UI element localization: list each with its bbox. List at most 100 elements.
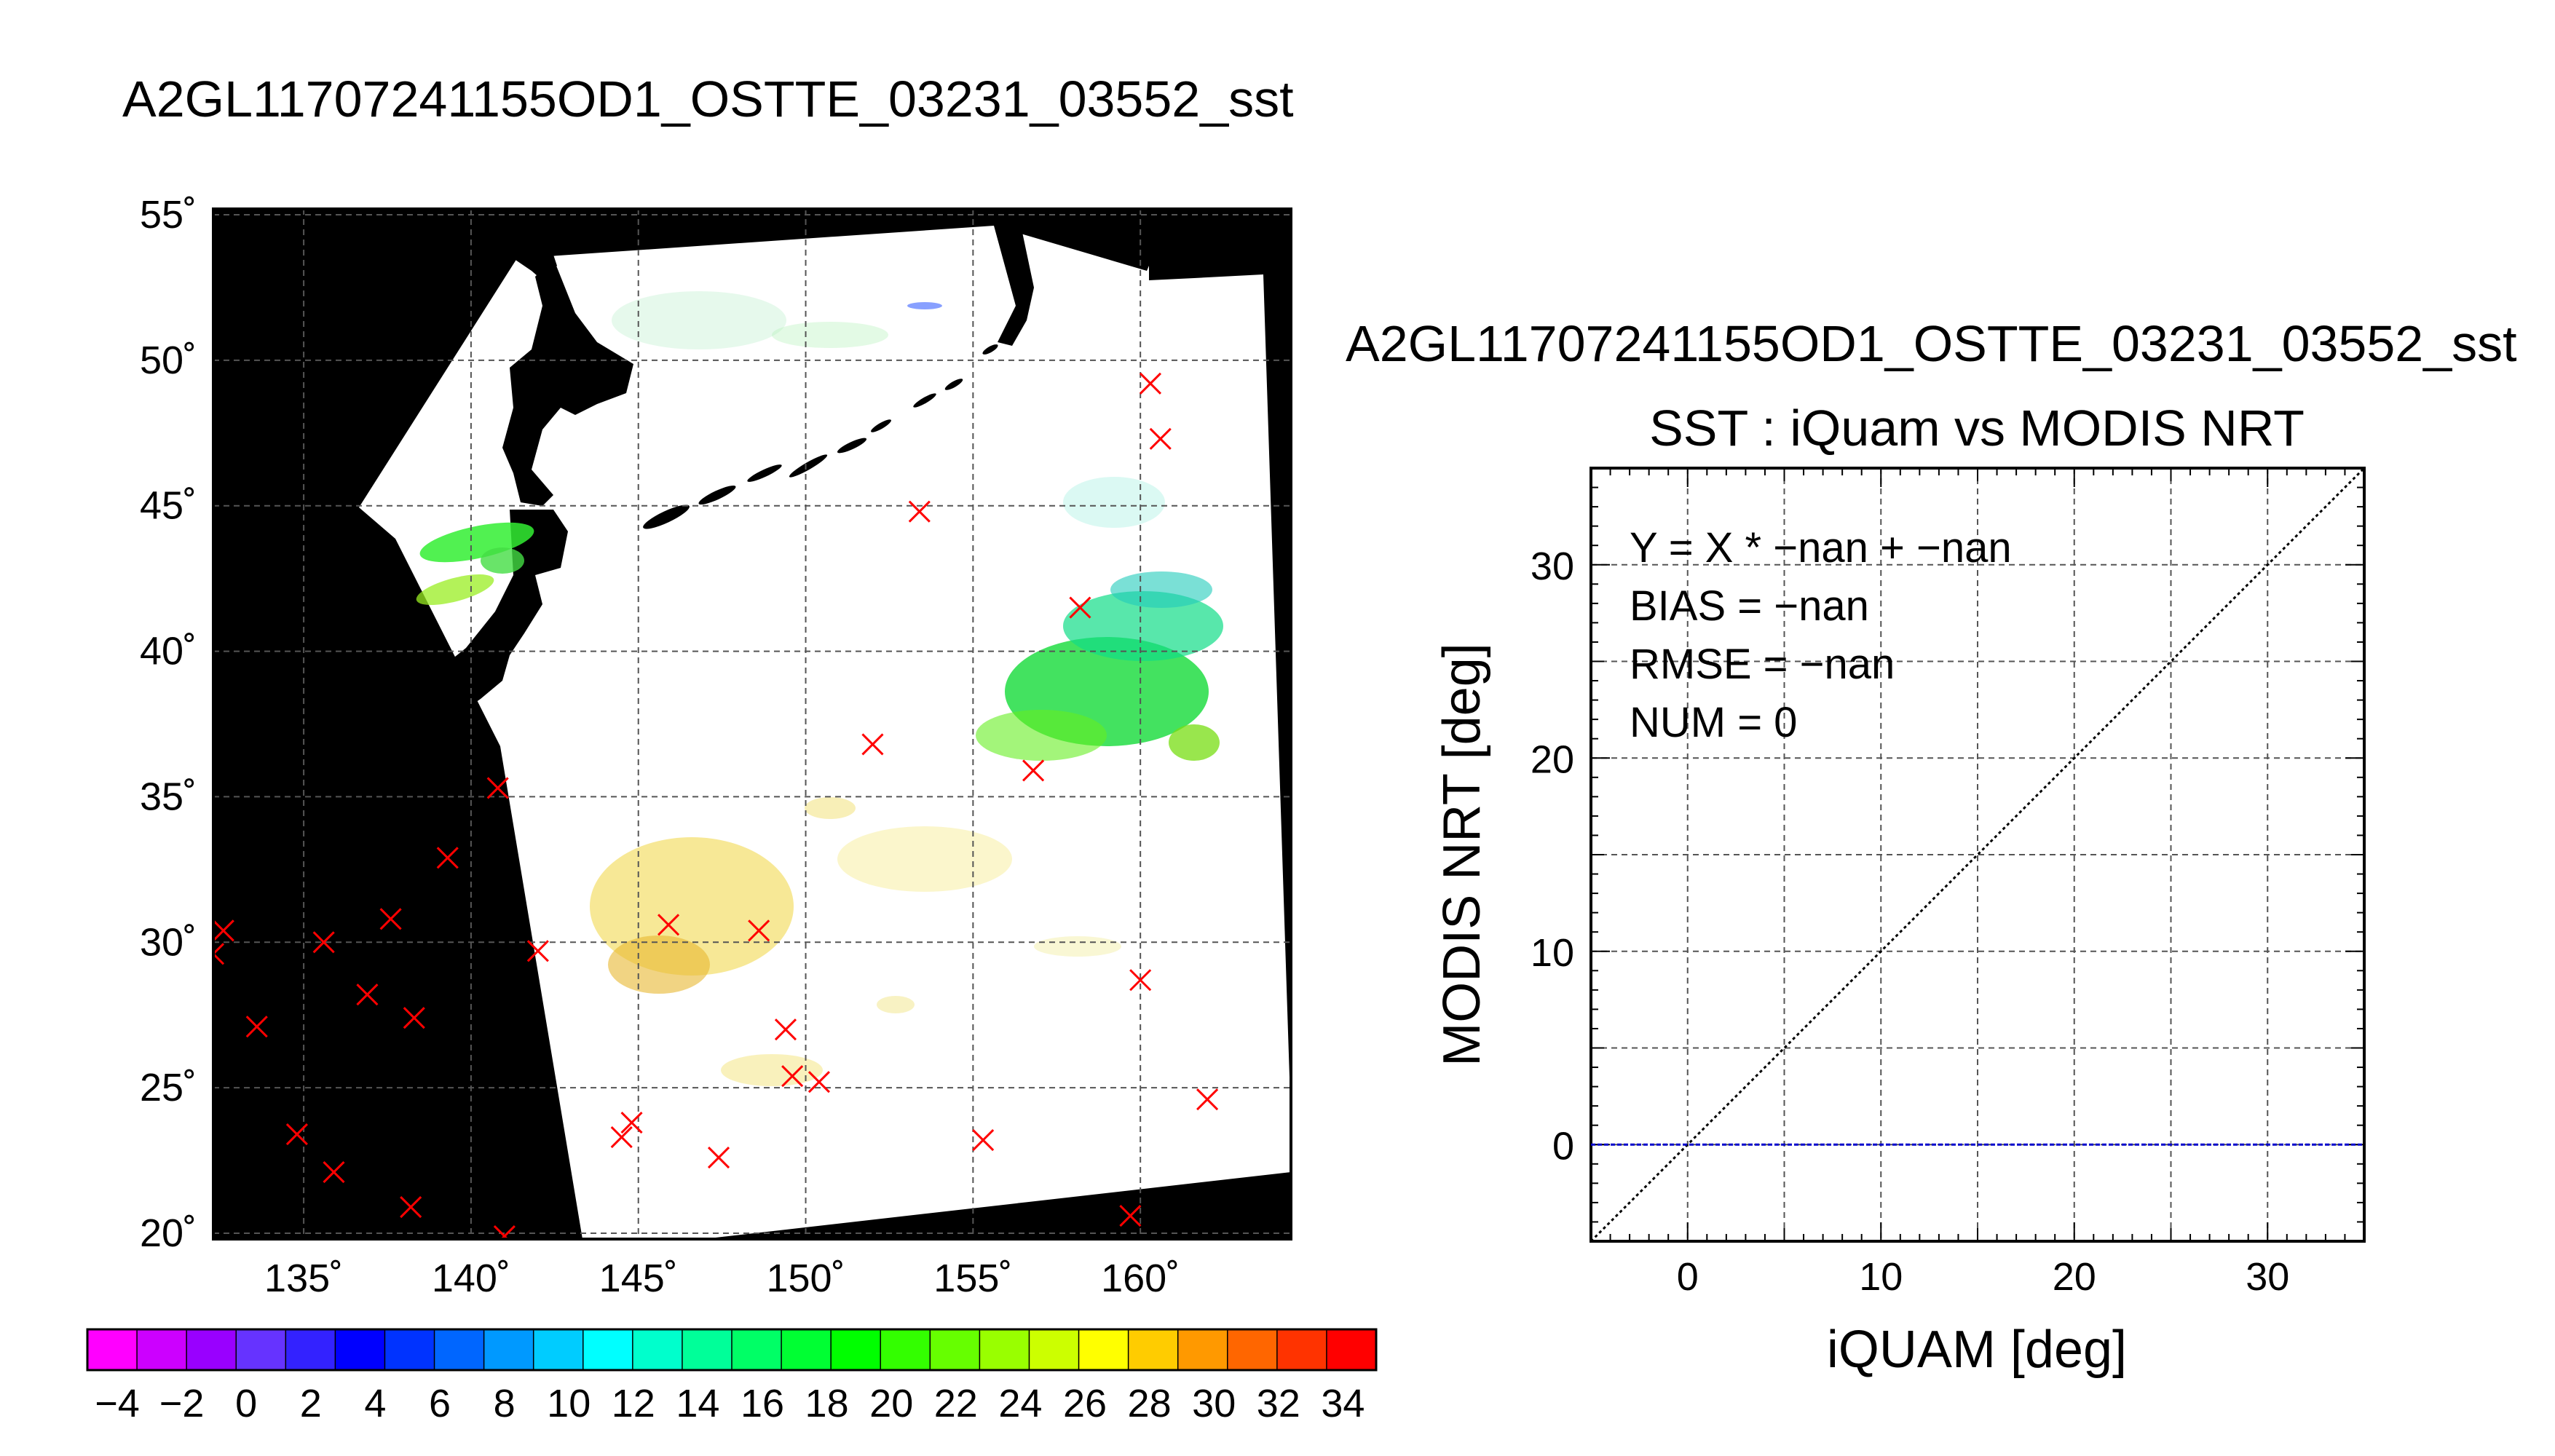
colorbar-cell xyxy=(632,1329,683,1370)
colorbar-cell xyxy=(384,1329,435,1370)
scatter-stats: Y = X * −nan + −nan BIAS = −nan RMSE = −… xyxy=(1630,524,2012,746)
land-hokkaido xyxy=(502,258,633,506)
colorbar-tick-labels: −4 −2 0 2 4 6 8 10 12 14 16 18 20 22 24 26 28 30 32 34 xyxy=(95,1382,1365,1425)
colorbar-cell xyxy=(732,1329,782,1370)
scatter-plot: SST : iQuam vs MODIS NRT 0 10 20 30 0 10 20 30… xyxy=(1433,400,2366,1379)
colorbar-tick-label: 10 xyxy=(547,1382,591,1425)
map-lat-tick-labels: 20˚ 25˚ 30˚ 35˚ 40˚ 45˚ 50˚ 55˚ xyxy=(140,193,197,1255)
colorbar-cell xyxy=(434,1329,485,1370)
colorbar-tick-label: 2 xyxy=(300,1382,322,1425)
land-honshu xyxy=(415,510,568,729)
scatter-file-title: A2GL11707241155OD1_OSTTE_03231_03552_sst xyxy=(1346,315,2517,372)
colorbar-tick-label: 20 xyxy=(869,1382,913,1425)
lat-tick-label: 35˚ xyxy=(140,775,197,818)
lat-tick-label: 50˚ xyxy=(140,339,197,382)
matchup-marker xyxy=(526,940,549,962)
sst-map: 20˚ 25˚ 30˚ 35˚ 40˚ 45˚ 50˚ 55˚ 135˚ 140˚ 145˚ 150… xyxy=(140,193,1292,1300)
lon-tick-label: 145˚ xyxy=(599,1257,678,1300)
lon-tick-label: 140˚ xyxy=(432,1257,510,1300)
lat-tick-label: 20˚ xyxy=(140,1211,197,1255)
matchup-marker xyxy=(1022,759,1045,782)
colorbar-tick-label: 8 xyxy=(494,1382,516,1425)
matchup-marker xyxy=(807,1071,830,1093)
colorbar-cell xyxy=(930,1329,980,1370)
matchup-marker xyxy=(312,931,335,954)
matchup-marker xyxy=(908,500,931,523)
stat-num: NUM = 0 xyxy=(1630,699,1797,746)
one-to-one-line xyxy=(1590,467,2366,1243)
page-title: A2GL11707241155OD1_OSTTE_03231_03552_sst xyxy=(122,71,1294,127)
matchup-marker xyxy=(1139,372,1162,395)
scatter-y-tick: 10 xyxy=(1531,931,1574,975)
colorbar-tick-label: −2 xyxy=(159,1382,205,1425)
colorbar-cell xyxy=(87,1329,138,1370)
colorbar-tick-label: 28 xyxy=(1128,1382,1172,1425)
matchup-marker xyxy=(1149,427,1172,450)
lon-tick-label: 135˚ xyxy=(264,1257,343,1300)
lat-tick-label: 45˚ xyxy=(140,484,197,528)
colorbar-cell xyxy=(1326,1329,1377,1370)
colorbar-cell xyxy=(335,1329,385,1370)
matchup-marker xyxy=(657,914,680,936)
matchup-marker xyxy=(436,847,459,869)
colorbar-frame xyxy=(86,1328,1378,1372)
colorbar-tick-label: 0 xyxy=(235,1382,257,1425)
scatter-x-tick: 30 xyxy=(2246,1255,2289,1299)
matchup-marker xyxy=(1069,596,1091,619)
scatter-minor-ticks xyxy=(1590,467,2365,1242)
colorbar-cell xyxy=(1227,1329,1278,1370)
scatter-x-tick-labels: 0 10 20 30 xyxy=(1677,1255,2290,1299)
matchup-marker xyxy=(400,1195,422,1219)
matchup-marker xyxy=(774,1018,797,1041)
colorbar-tick-label: 24 xyxy=(998,1382,1042,1425)
colorbar-tick-label: 4 xyxy=(364,1382,386,1425)
lon-tick-label: 150˚ xyxy=(766,1257,845,1300)
kuril-islands xyxy=(355,295,998,529)
matchup-markers xyxy=(213,372,1219,1239)
matchup-marker xyxy=(245,1016,268,1038)
colorbar-tick-label: 30 xyxy=(1192,1382,1236,1425)
matchup-marker xyxy=(748,919,770,942)
matchup-marker xyxy=(861,733,884,756)
matchup-marker xyxy=(1196,1088,1219,1111)
colorbar-cell xyxy=(1276,1329,1327,1370)
stat-rmse: RMSE = −nan xyxy=(1630,641,1895,688)
colorbar-cell xyxy=(831,1329,881,1370)
colorbar-cell xyxy=(583,1329,633,1370)
map-frame xyxy=(212,207,1292,1241)
colorbar-tick-label: −4 xyxy=(95,1382,140,1425)
colorbar-cell xyxy=(781,1329,832,1370)
colorbar-tick-label: 16 xyxy=(741,1382,784,1425)
matchup-marker xyxy=(213,943,225,965)
colorbar-cell xyxy=(682,1329,732,1370)
colorbar-tick-label: 12 xyxy=(612,1382,655,1425)
colorbar-tick-label: 32 xyxy=(1257,1382,1300,1425)
map-grid xyxy=(213,209,1291,1239)
matchup-marker xyxy=(972,1129,995,1152)
colorbar-cell xyxy=(1177,1329,1228,1370)
colorbar: −4 −2 0 2 4 6 8 10 12 14 16 18 20 22 24 26 28 30 32 34 xyxy=(86,1328,1378,1425)
matchup-marker xyxy=(356,984,379,1006)
scatter-x-tick: 10 xyxy=(1859,1255,1903,1299)
satellite-swath xyxy=(359,226,1291,1239)
colorbar-tick-label: 14 xyxy=(676,1382,719,1425)
matchup-marker xyxy=(493,1224,516,1239)
matchup-marker xyxy=(379,908,402,930)
colorbar-cell xyxy=(880,1329,931,1370)
lat-tick-label: 55˚ xyxy=(140,193,197,237)
colorbar-cell xyxy=(285,1329,336,1370)
colorbar-cell xyxy=(483,1329,534,1370)
matchup-marker xyxy=(213,919,234,942)
colorbar-cells xyxy=(87,1329,1377,1370)
lat-tick-label: 25˚ xyxy=(140,1066,197,1109)
colorbar-cell xyxy=(533,1329,584,1370)
scatter-y-tick: 0 xyxy=(1552,1124,1574,1168)
stat-bias: BIAS = −nan xyxy=(1630,582,1869,630)
colorbar-cell xyxy=(186,1329,237,1370)
matchup-marker xyxy=(707,1147,730,1169)
matchup-marker xyxy=(285,1123,308,1146)
colorbar-cell xyxy=(1128,1329,1179,1370)
matchup-marker xyxy=(403,1007,425,1029)
colorbar-tick-label: 6 xyxy=(429,1382,451,1425)
